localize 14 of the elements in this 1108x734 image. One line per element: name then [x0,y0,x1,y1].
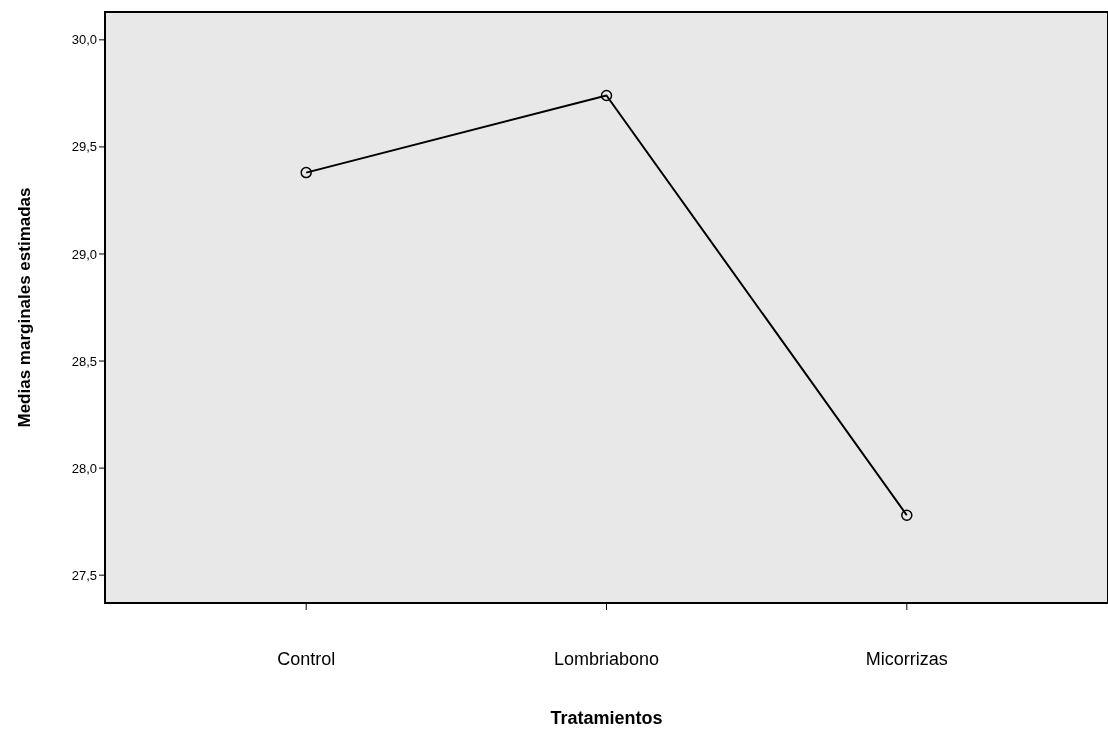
x-axis-title: Tratamientos [550,708,663,728]
y-tick-label: 29,0 [71,246,97,262]
x-tick-label: Micorrizas [865,649,948,669]
y-tick-label: 27,5 [71,567,97,583]
x-tick-label: Lombriabono [553,649,660,669]
x-tick-label: Control [277,649,336,669]
y-tick-label: 29,5 [71,139,97,155]
point [901,509,913,521]
point [300,166,312,179]
y-tick-label: 28,0 [71,460,97,476]
y-axis-title: Medias marginales estimadas [15,187,34,428]
y-tick-label: 28,5 [71,353,97,369]
point [600,89,613,102]
y-tick-label: 30,0 [71,32,97,48]
